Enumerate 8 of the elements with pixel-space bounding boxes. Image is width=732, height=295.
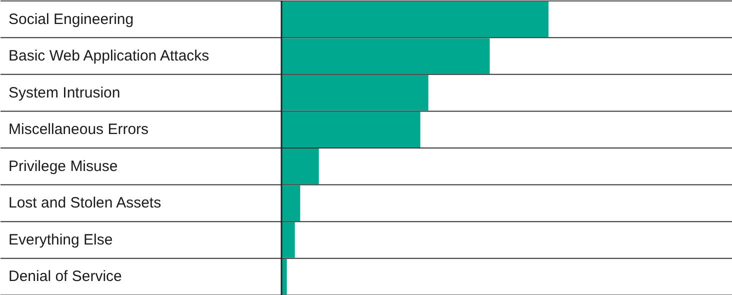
y-tick-label: Lost and Stolen Assets <box>8 194 162 212</box>
y-tick-label: Miscellaneous Errors <box>8 121 149 138</box>
y-tick-label: Privilege Misuse <box>8 158 118 175</box>
y-tick-label: Basic Web Application Attacks <box>8 48 210 65</box>
y-tick-label: Social Engineering <box>8 10 134 28</box>
y-tick-label: System Intrusion <box>8 84 120 102</box>
y-tick-label: Denial of Service <box>8 268 122 286</box>
y-tick-label: Everything Else <box>8 231 113 248</box>
